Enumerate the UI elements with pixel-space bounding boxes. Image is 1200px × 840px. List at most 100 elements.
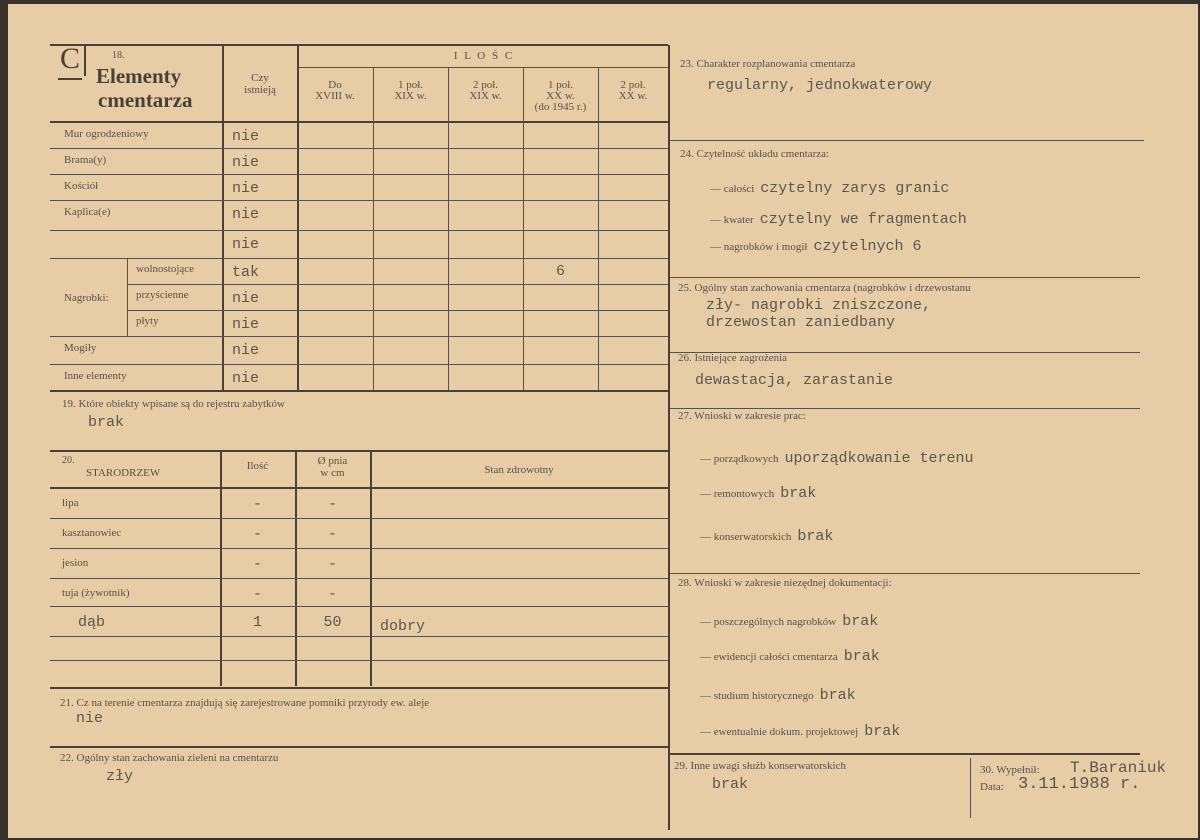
czy-istnieja-header: Czy istnieją — [224, 72, 296, 96]
tombstone-type-label: płyty — [136, 315, 159, 327]
rule — [298, 67, 668, 68]
exists-value: nie — [232, 316, 260, 333]
s24-item-label: — kwater — [710, 214, 754, 226]
rule — [523, 68, 524, 390]
s22-label: 22. Ogólny stan zachowania zieleni na cm… — [60, 752, 279, 764]
diameter-unit-header: w cm — [320, 467, 345, 479]
period-header: 2 poł. — [620, 79, 646, 91]
tree-name: jesion — [62, 557, 89, 569]
tree-diameter: - — [327, 526, 337, 543]
s28-item: — poszczególnych nagrobków brak — [700, 610, 878, 630]
rule — [50, 450, 668, 452]
s28-item-value: brak — [819, 687, 856, 704]
czy-header-line1: Czy — [251, 72, 269, 84]
row-rule — [127, 310, 668, 311]
row-rule — [50, 230, 668, 231]
ilosc-header: Ilość — [246, 460, 269, 472]
s23-label: 23. Charakter rozplanowania cmentarza — [680, 58, 856, 70]
row-rule — [50, 636, 668, 637]
row-rule — [50, 606, 668, 607]
row-rule — [50, 200, 668, 201]
s28-item-label: — poszczególnych nagrobków — [700, 616, 837, 628]
s29-value: brak — [712, 776, 749, 793]
s19-value: brak — [88, 414, 125, 431]
s22-value: zły — [106, 768, 134, 785]
tree-diameter: - — [327, 556, 337, 573]
row-rule — [50, 364, 668, 365]
czy-header-line2: istnieją — [244, 84, 276, 96]
date-label: Data: — [980, 781, 1004, 793]
filled-by-value: T.Baraniuk — [1070, 759, 1167, 777]
s26-value: dewastacja, zarastanie — [695, 372, 894, 389]
s27-item-value: brak — [797, 528, 834, 545]
s27-item: — konserwatorskich brak — [700, 525, 833, 545]
exists-value: nie — [232, 236, 260, 253]
tree-diameter: 50 — [323, 614, 342, 631]
rule — [373, 68, 374, 390]
s23-value: regularny, jednokwaterowy — [707, 77, 933, 94]
exists-value: nie — [232, 180, 260, 197]
rule — [220, 451, 222, 686]
s28-label: 28. Wnioski w zakresie niezędnej dokumen… — [678, 577, 892, 589]
rule — [598, 68, 599, 390]
tree-count: - — [252, 526, 262, 543]
element-label: Kościół — [64, 180, 99, 192]
s25-label: 25. Ogólny stan zachowania cmentarza (na… — [678, 282, 971, 294]
exists-value: nie — [232, 342, 260, 359]
rule — [127, 258, 128, 336]
period-header: 1 poł. — [397, 79, 424, 91]
row-rule — [50, 660, 668, 661]
period-header: 1 poł. — [547, 79, 574, 91]
count-value: 6 — [555, 263, 565, 280]
s27-item-label: — konserwatorskich — [700, 531, 792, 543]
s27-item-value: uporządkowanie terenu — [784, 450, 974, 467]
row-rule — [50, 548, 668, 549]
exists-value: nie — [232, 206, 260, 223]
s21-label: 21. Cz na terenie cmentarza znajdują się… — [60, 697, 430, 709]
tree-count: - — [252, 556, 262, 573]
rule — [50, 390, 668, 392]
s29-label: 29. Inne uwagi służb konserwatorskich — [674, 760, 846, 772]
element-label: Brama(y) — [64, 154, 107, 166]
date-value: 3.11.1988 r. — [1018, 775, 1141, 794]
tree-diameter: - — [327, 586, 337, 603]
element-label: Inne elementy — [64, 370, 127, 382]
s24-item-label: — całości — [710, 183, 755, 195]
element-label: Mur ogrodzeniowy — [64, 128, 149, 140]
element-label: Kaplica(e) — [64, 206, 111, 218]
form-page — [8, 4, 1198, 838]
s19-label: 19. Które obiekty wpisane są do rejestru… — [62, 398, 285, 410]
s27-item-label: — remontowych — [700, 488, 775, 500]
exists-value: nie — [232, 370, 260, 387]
s20-number: 20. — [62, 455, 75, 466]
s28-item-label: — ewentualnie dokum. projektowej — [700, 726, 859, 738]
s24-item: — całości czytelny zarys granic — [710, 177, 949, 197]
exists-value: tak — [232, 264, 260, 281]
tree-name: kasztanowiec — [62, 527, 122, 539]
tree-count: - — [252, 586, 262, 603]
row-rule — [50, 336, 668, 337]
period-header: XIX w. — [469, 90, 502, 102]
s28-item: — studium historycznego brak — [700, 684, 856, 704]
period-header: XX w. — [546, 90, 575, 102]
row-rule — [50, 258, 668, 259]
rule — [50, 687, 668, 689]
s27-item: — porządkowych uporządkowanie terenu — [700, 447, 974, 467]
s30-label: 30. Wypełnił: — [980, 764, 1040, 776]
s24-label: 24. Czytelność układu cmentarza: — [680, 148, 830, 160]
rule — [297, 46, 299, 390]
s24-item-value: czytelnych 6 — [813, 238, 922, 255]
row-rule — [50, 174, 668, 175]
tree-diameter: - — [327, 496, 337, 513]
row-rule — [50, 518, 668, 519]
period-header: Do — [328, 79, 342, 91]
s21-value: nie — [76, 710, 104, 727]
health-header: Stan zdrowotny — [484, 464, 554, 476]
rule — [50, 121, 668, 123]
s28-item-label: — studium historycznego — [700, 690, 814, 702]
section-letter: C — [60, 42, 81, 75]
s26-label: 26. Istniejące zagrożenia — [678, 352, 788, 364]
s28-item-value: brak — [864, 723, 901, 740]
rule — [370, 451, 372, 686]
